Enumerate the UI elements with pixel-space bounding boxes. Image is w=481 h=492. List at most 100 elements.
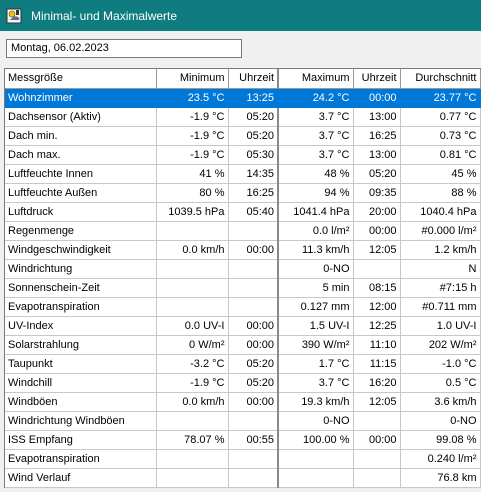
cell-minimum: 0.0 UV-I [156,316,229,336]
table-row[interactable]: Windrichtung 0-NO N [5,259,481,279]
column-header-min-time[interactable]: Uhrzeit [228,69,279,89]
cell-max-time: 13:00 [353,107,401,127]
cell-maximum: 0-NO [277,259,354,279]
cell-max-time: 11:15 [353,354,401,374]
weather-station-icon[interactable] [6,8,22,24]
cell-average: 0.5 °C [400,373,481,393]
cell-maximum: 390 W/m² [277,335,354,355]
cell-minimum: -1.9 °C [156,373,229,393]
cell-min-time [228,259,279,279]
cell-average: 1.0 UV-I [400,316,481,336]
date-field[interactable]: Montag, 06.02.2023 [6,39,242,58]
table-row[interactable]: Windchill -1.9 °C 05:20 3.7 °C 16:20 0.5 °C [5,373,481,393]
cell-name: Windböen [5,392,157,412]
cell-maximum [277,468,354,488]
cell-max-time: 20:00 [353,202,401,222]
cell-min-time: 14:35 [228,164,279,184]
table-row[interactable]: Luftdruck 1039.5 hPa 05:40 1041.4 hPa 20:00 1… [5,202,481,222]
cell-average: N [400,259,481,279]
cell-maximum: 0.127 mm [277,297,354,317]
cell-average: 0.77 °C [400,107,481,127]
cell-average: 3.6 km/h [400,392,481,412]
cell-min-time [228,449,279,469]
cell-max-time [353,411,401,431]
cell-min-time: 05:40 [228,202,279,222]
cell-name: Windgeschwindigkeit [5,240,157,260]
cell-name: Windchill [5,373,157,393]
cell-minimum [156,468,229,488]
cell-maximum: 1.7 °C [277,354,354,374]
cell-minimum [156,411,229,431]
cell-name: Evapotranspiration [5,297,157,317]
table-row[interactable]: Regenmenge 0.0 l/m² 00:00 #0.000 l/m² [5,221,481,241]
cell-max-time: 08:15 [353,278,401,298]
cell-max-time [353,449,401,469]
cell-min-time [228,468,279,488]
cell-name: Luftfeuchte Innen [5,164,157,184]
table-row[interactable]: Taupunkt -3.2 °C 05:20 1.7 °C 11:15 -1.0 °C [5,354,481,374]
cell-average: 45 % [400,164,481,184]
cell-average: 88 % [400,183,481,203]
cell-minimum: 0.0 km/h [156,240,229,260]
cell-min-time: 00:00 [228,240,279,260]
table-row[interactable]: Wind Verlauf 76.8 km [5,468,481,488]
minmax-table[interactable]: Messgröße Minimum Uhrzeit Maximum Uhrzei… [4,68,481,488]
cell-minimum: -1.9 °C [156,126,229,146]
column-header-max-time[interactable]: Uhrzeit [353,69,401,89]
cell-max-time [353,468,401,488]
cell-name: ISS Empfang [5,430,157,450]
cell-min-time: 13:25 [228,88,279,108]
cell-maximum: 1041.4 hPa [277,202,354,222]
cell-minimum: 80 % [156,183,229,203]
column-header-maximum[interactable]: Maximum [277,69,354,89]
cell-minimum [156,278,229,298]
cell-min-time: 05:20 [228,126,279,146]
cell-name: Dach min. [5,126,157,146]
table-row[interactable]: Evapotranspiration 0.240 l/m² [5,449,481,469]
cell-max-time: 13:00 [353,145,401,165]
table-row[interactable]: Dach min. -1.9 °C 05:20 3.7 °C 16:25 0.73 °C [5,126,481,146]
cell-average: 202 W/m² [400,335,481,355]
cell-average: #0.000 l/m² [400,221,481,241]
cell-minimum: -3.2 °C [156,354,229,374]
cell-min-time: 16:25 [228,183,279,203]
cell-maximum: 48 % [277,164,354,184]
table-header-row: Messgröße Minimum Uhrzeit Maximum Uhrzei… [5,69,481,89]
column-header-minimum[interactable]: Minimum [156,69,229,89]
cell-name: Windrichtung [5,259,157,279]
table-row[interactable]: UV-Index 0.0 UV-I 00:00 1.5 UV-I 12:25 1.0 UV… [5,316,481,336]
table-row[interactable]: Dachsensor (Aktiv) -1.9 °C 05:20 3.7 °C 13:0… [5,107,481,127]
cell-average: 76.8 km [400,468,481,488]
cell-minimum: 23.5 °C [156,88,229,108]
table-row[interactable]: Luftfeuchte Innen 41 % 14:35 48 % 05:20 45 % [5,164,481,184]
cell-max-time: 05:20 [353,164,401,184]
cell-maximum: 24.2 °C [277,88,354,108]
table-row[interactable]: Dach max. -1.9 °C 05:30 3.7 °C 13:00 0.81 °C [5,145,481,165]
table-row[interactable]: Windrichtung Windböen 0-NO 0-NO [5,411,481,431]
cell-max-time: 11:10 [353,335,401,355]
cell-max-time: 12:05 [353,240,401,260]
cell-name: Evapotranspiration [5,449,157,469]
column-header-average[interactable]: Durchschnitt [400,69,481,89]
table-row[interactable]: Solarstrahlung 0 W/m² 00:00 390 W/m² 11:10 20… [5,335,481,355]
column-header-messgroesse[interactable]: Messgröße [5,69,157,89]
cell-average: 0.81 °C [400,145,481,165]
table-row[interactable]: Windböen 0.0 km/h 00:00 19.3 km/h 12:05 3.6 k… [5,392,481,412]
table-row[interactable]: Windgeschwindigkeit 0.0 km/h 00:00 11.3 km/… [5,240,481,260]
cell-maximum: 0-NO [277,411,354,431]
cell-average: 23.77 °C [400,88,481,108]
cell-minimum [156,259,229,279]
cell-min-time: 05:20 [228,107,279,127]
cell-maximum: 19.3 km/h [277,392,354,412]
table-row[interactable]: ISS Empfang 78.07 % 00:55 100.00 % 00:00 99.0… [5,430,481,450]
cell-average: 0-NO [400,411,481,431]
table-row[interactable]: Luftfeuchte Außen 80 % 16:25 94 % 09:35 88 % [5,183,481,203]
table-row[interactable]: Sonnenschein-Zeit 5 min 08:15 #7:15 h [5,278,481,298]
table-row[interactable]: Wohnzimmer 23.5 °C 13:25 24.2 °C 00:00 23.77 … [5,88,481,108]
cell-average: -1.0 °C [400,354,481,374]
cell-minimum: -1.9 °C [156,145,229,165]
table-row[interactable]: Evapotranspiration 0.127 mm 12:00 #0.711 mm [5,297,481,317]
cell-minimum [156,297,229,317]
cell-average: 1.2 km/h [400,240,481,260]
cell-max-time [353,259,401,279]
